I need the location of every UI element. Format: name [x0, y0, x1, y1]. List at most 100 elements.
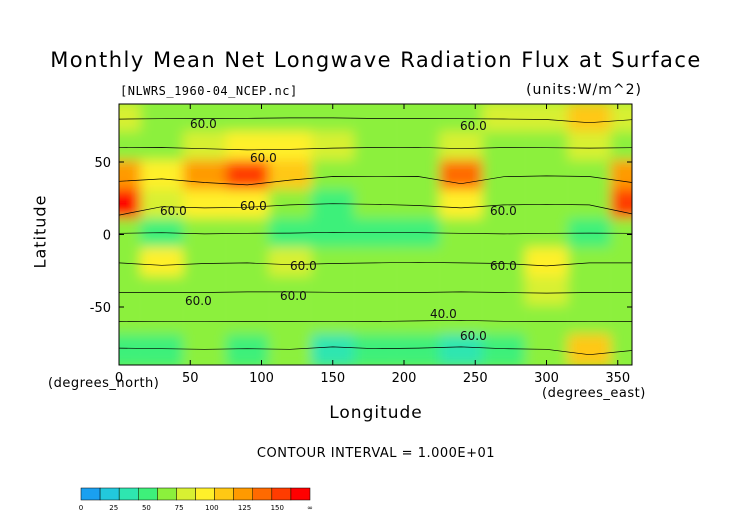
heat-cell	[396, 104, 440, 135]
heat-cell	[225, 218, 269, 251]
contour-line	[119, 117, 632, 124]
heat-cell	[610, 218, 632, 251]
x-unit-label: (degrees_east)	[542, 386, 646, 401]
colorbar-swatch	[233, 487, 254, 501]
heat-cell	[396, 247, 440, 280]
heat-cell	[119, 160, 141, 193]
heat-cell	[140, 334, 184, 365]
heat-cell	[439, 276, 483, 309]
heat-cell	[439, 218, 483, 251]
colorbar-swatch	[138, 487, 158, 501]
heat-cell	[140, 160, 184, 193]
y-tick-label: 0	[103, 229, 111, 244]
heat-cell	[482, 189, 526, 222]
heat-cell	[354, 189, 397, 222]
x-tick-label: 0	[115, 371, 123, 386]
x-tick-label: 50	[182, 371, 199, 386]
contour-line	[119, 346, 632, 356]
colorbar-swatch	[195, 487, 215, 501]
contour-labels: 60.0 60.0 60.0 60.0 60.0 60.0 60.0 60.0 60.0 60.0…	[160, 117, 517, 343]
x-tick-label: 250	[463, 371, 488, 386]
heat-cell	[225, 276, 269, 309]
contour-label: 60.0	[250, 151, 277, 165]
heat-cell	[119, 334, 141, 365]
heat-cell	[439, 305, 483, 338]
heat-cell	[482, 218, 526, 251]
contour-label: 60.0	[460, 119, 487, 133]
field-cells	[119, 104, 632, 365]
heat-cell	[354, 104, 397, 135]
heat-cell	[439, 131, 483, 164]
x-tick-label: 350	[605, 371, 630, 386]
heat-cell	[311, 104, 355, 135]
heat-cell	[225, 334, 269, 365]
colorbar-swatch	[157, 487, 177, 501]
heat-cell	[525, 218, 568, 251]
heat-cell	[396, 218, 440, 251]
contour-label: 60.0	[240, 199, 267, 213]
heat-cell	[439, 189, 483, 222]
colorbar-swatch	[80, 487, 101, 501]
contour-line	[119, 231, 632, 235]
heat-cell	[525, 189, 568, 222]
colorbar-label: 50	[142, 504, 151, 512]
heat-cell	[311, 131, 355, 164]
contour-label: 60.0	[290, 259, 317, 273]
contour-interval-text: CONTOUR INTERVAL = 1.000E+01	[256, 446, 496, 461]
units-label: (units:W/m^2)	[526, 82, 642, 98]
heat-cell	[396, 305, 440, 338]
heat-cell	[439, 104, 483, 135]
heat-cell	[354, 218, 397, 251]
contour-line	[119, 203, 632, 216]
heat-cell	[268, 276, 312, 309]
heat-cell	[225, 104, 269, 135]
colorbar-swatch	[271, 487, 292, 501]
heat-cell	[119, 218, 141, 251]
heat-cell	[119, 104, 141, 135]
source-filename: [NLWRS_1960-04_NCEP.nc]	[120, 84, 298, 98]
heat-cell	[183, 131, 226, 164]
heat-cell	[225, 160, 269, 193]
heat-cell	[140, 218, 184, 251]
heat-cell	[396, 334, 440, 365]
heat-cell	[268, 247, 312, 280]
heat-cell	[140, 189, 184, 222]
heat-cell	[268, 104, 312, 135]
y-unit-label: (degrees_north)	[48, 376, 160, 391]
heat-cell	[567, 247, 611, 280]
heat-cell	[525, 247, 568, 280]
heat-cell	[525, 276, 568, 309]
contour-label: 60.0	[460, 329, 487, 343]
x-tick-label: 150	[320, 371, 345, 386]
heat-cell	[183, 104, 226, 135]
colorbar-swatch	[252, 487, 273, 501]
contour-lines	[119, 117, 632, 356]
colorbar-label: ∞	[307, 504, 313, 512]
heat-cell	[567, 218, 611, 251]
heat-cell	[439, 247, 483, 280]
heat-cell	[610, 160, 632, 193]
heat-cell	[610, 247, 632, 280]
colorbar: 0 25 50 75 100 125 150 ∞	[79, 487, 313, 512]
heat-cell	[183, 189, 226, 222]
heat-cell	[268, 218, 312, 251]
x-tick-label: 300	[534, 371, 559, 386]
colorbar-label: 0	[79, 504, 83, 512]
heat-cell	[311, 334, 355, 365]
contour-label: 60.0	[490, 204, 517, 218]
heat-cell	[610, 189, 632, 222]
heat-cell	[183, 334, 226, 365]
heat-cell	[268, 334, 312, 365]
heat-cell	[119, 189, 141, 222]
heat-cell	[311, 218, 355, 251]
colorbar-swatch	[99, 487, 120, 501]
contour-line	[119, 175, 632, 186]
heat-cell	[610, 334, 632, 365]
contour-line	[119, 291, 632, 294]
heat-cell	[610, 104, 632, 135]
plot-background	[119, 104, 632, 365]
colorbar-swatch	[214, 487, 234, 501]
contour-label: 60.0	[190, 117, 217, 131]
heat-cell	[183, 160, 226, 193]
